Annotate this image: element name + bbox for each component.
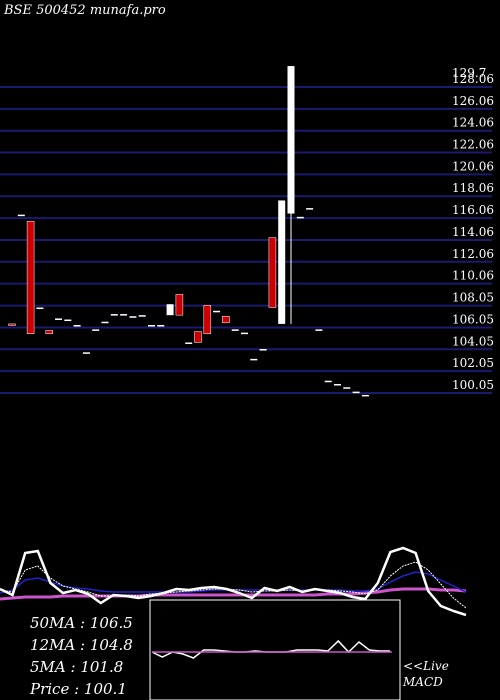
candle-body xyxy=(175,294,184,316)
candle-body xyxy=(110,314,118,316)
ma50-readout: 50MA : 106.5 xyxy=(30,614,133,632)
y-tick-label: 110.06 xyxy=(452,269,494,283)
candle-body xyxy=(278,200,286,324)
y-tick-label: 129.7 xyxy=(452,66,486,80)
candle-body xyxy=(324,380,332,383)
candle-body xyxy=(45,330,53,334)
candle-body xyxy=(157,324,165,327)
macd-panel xyxy=(149,599,401,700)
y-tick-label: 128.06 xyxy=(452,72,494,86)
candle-body xyxy=(268,237,277,308)
price-readout: Price : 100.1 xyxy=(29,680,127,698)
candle-body xyxy=(36,307,44,310)
y-tick-label: 122.06 xyxy=(452,138,494,152)
candle-body xyxy=(287,66,295,214)
y-tick-label: 120.06 xyxy=(452,159,494,173)
candle-body xyxy=(26,220,35,334)
y-tick-label: 104.05 xyxy=(452,334,494,348)
candle-body xyxy=(250,358,258,361)
candle-body xyxy=(306,208,314,210)
candle-body xyxy=(55,318,62,320)
ma5-readout: 5MA : 101.8 xyxy=(30,658,123,676)
candle-body xyxy=(352,391,360,394)
y-tick-label: 124.06 xyxy=(452,116,494,130)
candle-body xyxy=(203,305,212,334)
y-tick-label: 112.06 xyxy=(452,247,494,261)
candle-body xyxy=(213,310,221,313)
candlesticks xyxy=(8,66,369,397)
y-tick-label: 126.06 xyxy=(452,94,494,108)
candle-body xyxy=(222,316,230,324)
candle-body xyxy=(101,321,109,324)
candle-body xyxy=(296,216,304,219)
live-label[interactable]: <<Live xyxy=(403,659,449,673)
moving-average-panel xyxy=(0,546,467,617)
candle-body xyxy=(343,387,351,389)
macd-label: MACD xyxy=(402,675,443,689)
y-tick-label: 118.06 xyxy=(452,181,494,195)
candle-body xyxy=(194,331,202,343)
ma50-line xyxy=(0,587,467,601)
y-tick-label: 106.05 xyxy=(452,312,494,326)
price-gridlines xyxy=(0,86,492,394)
candle-body xyxy=(8,323,16,326)
candle-body xyxy=(138,315,146,317)
candle-body xyxy=(334,383,341,386)
y-tick-label: 116.06 xyxy=(452,203,494,217)
candle-body xyxy=(82,352,90,354)
price-line xyxy=(0,546,467,617)
candle-body xyxy=(231,329,239,331)
candle-body xyxy=(241,332,248,335)
candle-body xyxy=(185,342,193,344)
candle-body xyxy=(259,349,267,351)
candle-body xyxy=(120,314,128,316)
candle-body xyxy=(92,329,100,331)
y-tick-label: 102.05 xyxy=(452,356,494,370)
candle-body xyxy=(64,319,72,322)
ma12-readout: 12MA : 104.8 xyxy=(30,636,133,654)
candle-body xyxy=(166,304,174,316)
ma5-line xyxy=(0,561,467,609)
candle-body xyxy=(17,214,25,217)
candle-body xyxy=(315,329,323,331)
y-tick-label: 100.05 xyxy=(452,378,494,392)
candle-body xyxy=(148,324,155,327)
candle-body xyxy=(73,324,81,327)
candle-body xyxy=(361,394,369,397)
y-tick-label: 114.06 xyxy=(452,225,494,239)
y-tick-label: 108.05 xyxy=(452,291,494,305)
chart-title: BSE 500452 munafa.pro xyxy=(3,3,166,18)
candle-body xyxy=(129,316,137,318)
